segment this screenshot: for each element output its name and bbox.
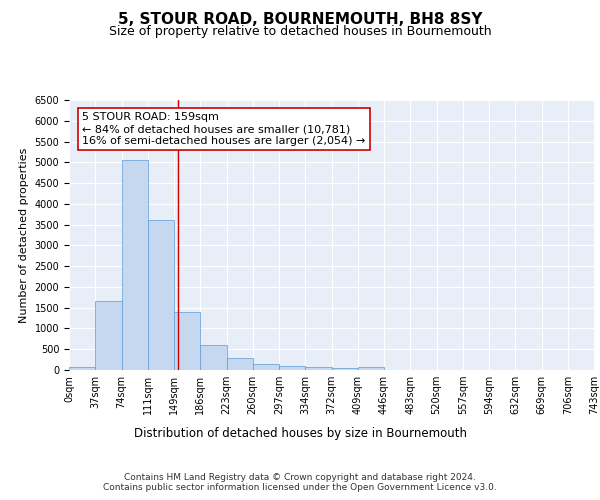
Bar [279, 366, 305, 370]
Bar [95, 302, 121, 370]
Bar [358, 367, 384, 370]
Text: 5, STOUR ROAD, BOURNEMOUTH, BH8 8SY: 5, STOUR ROAD, BOURNEMOUTH, BH8 8SY [118, 12, 482, 28]
Bar [227, 358, 253, 370]
Bar [253, 364, 279, 370]
Bar [305, 368, 331, 370]
Bar [121, 160, 148, 370]
Y-axis label: Number of detached properties: Number of detached properties [19, 148, 29, 322]
Bar [331, 368, 358, 370]
Bar [174, 312, 200, 370]
Text: Distribution of detached houses by size in Bournemouth: Distribution of detached houses by size … [133, 428, 467, 440]
Bar [69, 367, 95, 370]
Text: Contains HM Land Registry data © Crown copyright and database right 2024.
Contai: Contains HM Land Registry data © Crown c… [103, 472, 497, 492]
Text: 5 STOUR ROAD: 159sqm
← 84% of detached houses are smaller (10,781)
16% of semi-d: 5 STOUR ROAD: 159sqm ← 84% of detached h… [82, 112, 365, 146]
Text: Size of property relative to detached houses in Bournemouth: Size of property relative to detached ho… [109, 25, 491, 38]
Bar [200, 345, 227, 370]
Bar [148, 220, 174, 370]
